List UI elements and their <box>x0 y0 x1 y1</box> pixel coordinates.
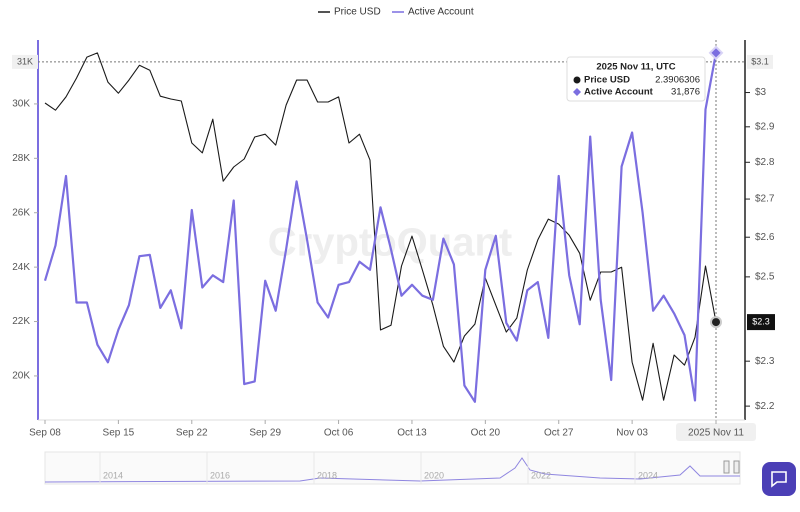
x-tick-label: Sep 29 <box>249 428 281 439</box>
x-tick-label: Oct 20 <box>471 428 501 439</box>
x-tick-label: Sep 15 <box>103 428 135 439</box>
tooltip-diamond <box>573 88 581 96</box>
y-tick-label: 20K <box>12 371 30 382</box>
price-marker <box>710 316 722 329</box>
y2-tick-label: $2.2 <box>755 401 775 412</box>
tooltip-title: 2025 Nov 11, UTC <box>596 62 675 73</box>
tooltip-label: Active Account <box>584 87 654 98</box>
y-tick-label: 28K <box>12 153 30 164</box>
tooltip-value: 31,876 <box>671 87 700 98</box>
x-tick-label: Sep 22 <box>176 428 208 439</box>
x-tick-label: Nov 03 <box>616 428 648 439</box>
navigator-label: 2022 <box>531 470 551 480</box>
tooltip: 2025 Nov 11, UTC Price USD 2.3906306Active… <box>566 56 706 102</box>
series-line <box>44 52 717 401</box>
legend-label: Price USD <box>334 7 381 18</box>
crosshair-left-bg <box>12 54 38 69</box>
tooltip-dot <box>573 76 581 84</box>
navigator-handle <box>733 460 740 474</box>
y2-tick-label: $2.6 <box>755 232 775 243</box>
x-tick-label: Oct 06 <box>324 428 354 439</box>
navigator-label: 2016 <box>210 470 230 480</box>
y-tick-label: 26K <box>12 207 30 218</box>
navigator-label: 2014 <box>103 470 123 480</box>
chat-button[interactable] <box>762 462 796 496</box>
x-tick-label: Oct 13 <box>397 428 427 439</box>
navigator-handle <box>723 460 730 474</box>
x-tick-label: Oct 27 <box>544 428 574 439</box>
y2-tick-label: $2.7 <box>755 194 775 205</box>
navigator-label: 2018 <box>317 470 337 480</box>
tooltip-value: 2.3906306 <box>655 75 700 86</box>
tooltip-box <box>566 56 706 102</box>
navigator-label: 2024 <box>638 470 658 480</box>
y-tick-label: 30K <box>12 99 30 110</box>
crosshair-left-label: 31K <box>17 56 33 66</box>
navigator-line <box>44 457 740 483</box>
y2-tick-label: $2.5 <box>755 272 775 283</box>
crosshair-x-label-bg <box>676 423 756 441</box>
series-line <box>43 52 718 403</box>
y-tick-label: 24K <box>12 262 30 273</box>
y-tick-label: 22K <box>12 316 30 327</box>
y2-tick-label: $3 <box>755 87 767 98</box>
chat-icon <box>771 471 787 488</box>
navigator-label: 2020 <box>424 470 444 480</box>
x-tick-label: 2025 Nov 11 <box>688 428 744 439</box>
x-tick-label: Sep 08 <box>29 428 61 439</box>
crosshair-right-bg <box>747 54 773 69</box>
crosshair-price-bg <box>747 314 775 331</box>
crosshair-price-label: $2.3 <box>752 316 770 326</box>
account-marker <box>708 45 724 61</box>
y2-tick-label: $2.3 <box>755 356 775 367</box>
crosshair-right-label: $3.1 <box>751 56 769 66</box>
legend-label: Active Account <box>408 7 474 18</box>
tooltip-label: Price USD <box>584 75 630 86</box>
y2-tick-label: $2.8 <box>755 157 775 168</box>
y2-tick-label: $2.9 <box>755 121 775 132</box>
